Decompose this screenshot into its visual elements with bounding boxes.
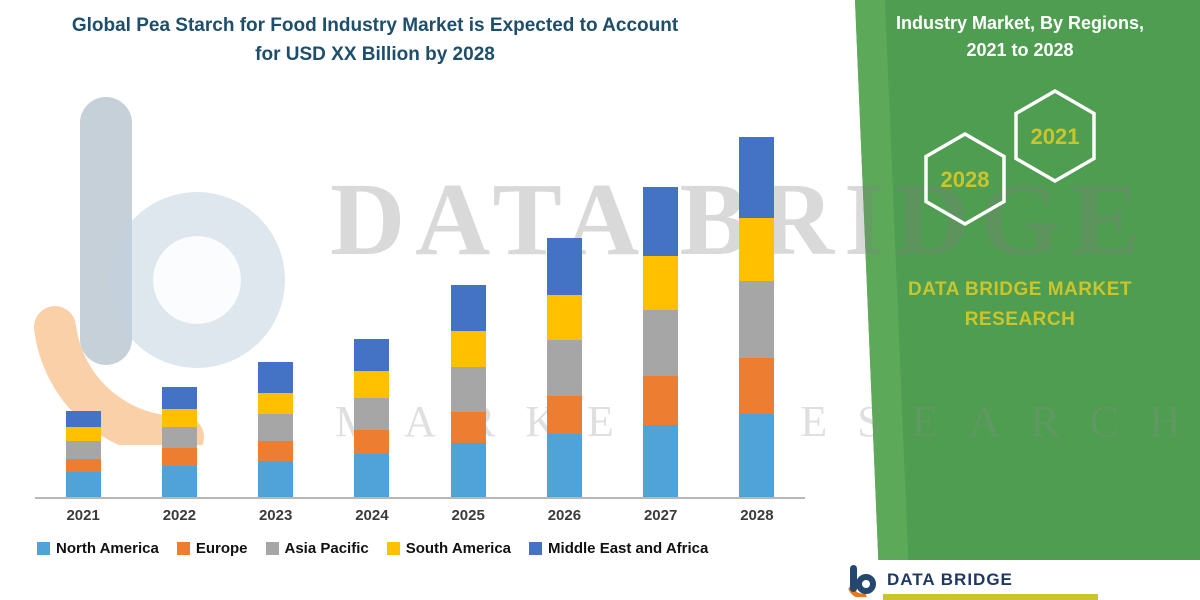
- logo-bowl: [856, 574, 876, 594]
- legend-item: Middle East and Africa: [529, 540, 708, 557]
- bar-2023: [258, 362, 294, 497]
- legend-swatch: [386, 542, 400, 555]
- segment-north-america: [65, 471, 101, 497]
- x-tick-2023: 2023: [258, 507, 293, 524]
- x-tick-2021: 2021: [66, 507, 100, 524]
- footer-brand-text: DATA BRIDGE: [887, 570, 1013, 589]
- legend-label: South America: [405, 540, 512, 557]
- segment-middle-east-and-africa: [161, 387, 197, 409]
- segment-south-america: [65, 426, 101, 442]
- green-panel-stripe: [855, 0, 910, 600]
- segment-north-america: [354, 453, 390, 497]
- legend-label: Middle East and Africa: [548, 540, 709, 557]
- year-hexagons: 2028 2021: [924, 88, 1096, 227]
- segment-south-america: [354, 371, 390, 399]
- bar-2021: [65, 410, 101, 497]
- x-tick-2024: 2024: [355, 507, 389, 524]
- segment-middle-east-and-africa: [258, 362, 294, 393]
- bar-2027: [643, 187, 679, 497]
- segment-europe: [161, 448, 197, 467]
- logo-stem: [850, 565, 857, 592]
- legend: North America Europe Asia Pacific South Ame…: [35, 540, 805, 557]
- segment-asia-pacific: [546, 340, 582, 397]
- segment-middle-east-and-africa: [450, 284, 486, 332]
- segment-europe: [546, 396, 582, 434]
- bar-2025: [450, 284, 486, 497]
- segment-asia-pacific: [450, 367, 486, 413]
- green-panel-shape: [855, 0, 1200, 600]
- segment-asia-pacific: [258, 414, 294, 442]
- legend-label: Asia Pacific: [284, 540, 369, 557]
- segment-europe: [65, 459, 101, 472]
- segment-north-america: [546, 434, 582, 497]
- segment-south-america: [161, 408, 197, 427]
- hexagon-2021: [1014, 88, 1096, 184]
- legend-swatch: [176, 542, 190, 555]
- segment-europe: [258, 441, 294, 461]
- segment-middle-east-and-africa: [739, 137, 775, 219]
- segment-europe: [450, 412, 486, 443]
- segment-north-america: [739, 414, 775, 497]
- segment-asia-pacific: [739, 281, 775, 359]
- segment-north-america: [450, 443, 486, 497]
- segment-north-america: [161, 466, 197, 497]
- bar-2022: [161, 387, 197, 497]
- chart: 2021 2022 2023 2024 2025 2026 2027 2028 North A…: [35, 110, 805, 557]
- segment-north-america: [643, 425, 679, 497]
- segment-middle-east-and-africa: [546, 237, 582, 296]
- x-tick-2022: 2022: [162, 507, 197, 524]
- bar-2028: [739, 137, 775, 497]
- panel-heading: Industry Market, By Regions, 2021 to 202…: [870, 10, 1170, 64]
- footer-logo-card: DATA BRIDGE: [833, 560, 1200, 600]
- x-tick-2025: 2025: [451, 507, 485, 524]
- hexagon-2021-label: 2021: [1031, 124, 1080, 149]
- bar-2026: [546, 237, 582, 497]
- legend-item: South America: [386, 540, 512, 557]
- segment-asia-pacific: [354, 398, 390, 431]
- panel-heading-line2: 2021 to 2028: [966, 40, 1074, 60]
- segment-middle-east-and-africa: [354, 338, 390, 372]
- segment-europe: [643, 376, 679, 425]
- footer-accent-bar: [883, 594, 1098, 600]
- segment-asia-pacific: [643, 309, 679, 377]
- x-axis-labels: 2021 2022 2023 2024 2025 2026 2027 2028: [35, 499, 805, 524]
- plot-area: [35, 110, 805, 499]
- segment-middle-east-and-africa: [643, 187, 679, 256]
- segment-north-america: [258, 461, 294, 497]
- x-tick-2026: 2026: [547, 507, 582, 524]
- segment-south-america: [258, 392, 294, 415]
- segment-south-america: [546, 295, 582, 341]
- panel-heading-line1: Industry Market, By Regions,: [895, 13, 1145, 33]
- segment-south-america: [739, 218, 775, 282]
- legend-item: Asia Pacific: [265, 540, 369, 557]
- legend-swatch: [37, 542, 50, 555]
- legend-item: North America: [37, 540, 159, 557]
- databridge-logo: [848, 565, 876, 597]
- side-panel-content: Industry Market, By Regions, 2021 to 202…: [870, 0, 1170, 336]
- legend-swatch: [529, 542, 543, 555]
- legend-swatch: [265, 542, 279, 555]
- hexagon-2028-label: 2028: [941, 167, 990, 192]
- hexagon-2028: [924, 131, 1006, 227]
- bar-2024: [354, 338, 390, 497]
- segment-middle-east-and-africa: [65, 410, 101, 427]
- legend-label: Europe: [195, 540, 248, 557]
- green-side-panel: [855, 0, 1200, 600]
- x-tick-2027: 2027: [643, 507, 678, 524]
- segment-europe: [354, 430, 390, 454]
- segment-asia-pacific: [161, 426, 197, 449]
- brand-text: DATA BRIDGE MARKET RESEARCH: [908, 279, 1132, 331]
- chart-title: Global Pea Starch for Food Industry Mark…: [71, 15, 679, 65]
- x-tick-2028: 2028: [740, 507, 774, 524]
- segment-europe: [739, 358, 775, 415]
- legend-item: Europe: [176, 540, 248, 557]
- segment-south-america: [643, 255, 679, 310]
- legend-label: North America: [56, 540, 159, 557]
- segment-south-america: [450, 331, 486, 368]
- segment-asia-pacific: [65, 441, 101, 460]
